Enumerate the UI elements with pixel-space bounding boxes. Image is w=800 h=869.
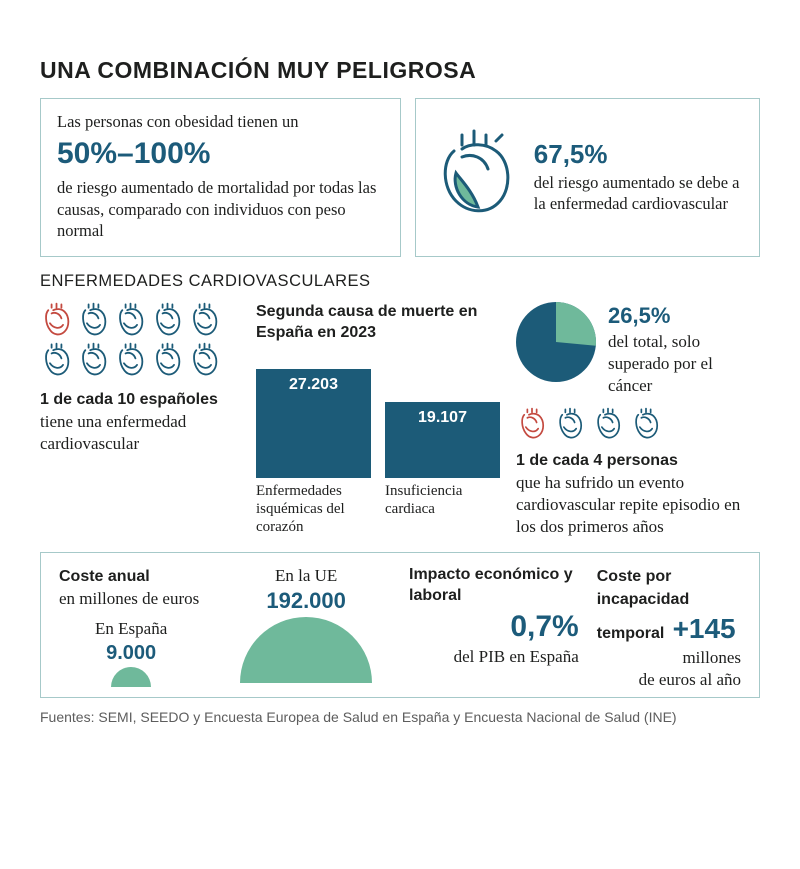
heart-grid-1in10: [40, 302, 230, 378]
cvd-share-box: 67,5% del riesgo aumentado se debe a la …: [415, 98, 760, 257]
heart-icon: [630, 407, 662, 441]
half-moon-spain-icon: [59, 666, 203, 689]
incap-sub1: millones: [597, 647, 741, 669]
heart-icon: [592, 407, 624, 441]
heart-icon: [188, 302, 221, 338]
impact-title: Impacto económico y laboral: [409, 565, 579, 607]
cost-eu-col: En la UE 192.000: [221, 565, 391, 691]
annual-cost-sub: en millones de euros: [59, 588, 203, 610]
heart-row-1in4: [516, 407, 760, 441]
economic-box: Coste anual en millones de euros En Espa…: [40, 552, 760, 698]
gdp-impact-col: Impacto económico y laboral 0,7% del PIB…: [409, 565, 579, 691]
death-cause-col: Segunda causa de muerte en España en 202…: [256, 302, 500, 538]
top-boxes-row: Las personas con obesidad tienen un 50%–…: [40, 98, 760, 257]
one-in-ten-text: tiene una enfermedad cardiovascular: [40, 411, 240, 455]
one-in-ten-bold: 1 de cada 10 españoles: [40, 391, 218, 408]
pie-text: del total, solo superado por el cáncer: [608, 331, 760, 397]
cvd-share-text: del riesgo aumentado se debe a la enferm…: [534, 172, 743, 215]
heart-icon: [114, 302, 147, 338]
heart-icon: [554, 407, 586, 441]
heart-anatomy-icon: [432, 127, 518, 225]
heart-icon: [151, 302, 184, 338]
one-in-ten-col: 1 de cada 10 españoles tiene una enferme…: [40, 302, 240, 538]
eu-value: 192.000: [221, 587, 391, 616]
repeat-bold: 1 de cada 4 personas: [516, 452, 678, 469]
cost-spain-col: Coste anual en millones de euros En Espa…: [59, 565, 203, 691]
heart-icon: [114, 342, 147, 378]
heart-icon: [40, 342, 73, 378]
bar-label-1: Insuficiencia cardiaca: [385, 482, 500, 536]
spain-label: En España: [59, 618, 203, 640]
pie-percent: 26,5%: [608, 303, 670, 328]
sources-footer: Fuentes: SEMI, SEEDO y Encuesta Europea …: [40, 708, 760, 726]
half-moon-eu-icon: [221, 616, 391, 685]
incapacity-col: Coste por incapacidad temporal +145 mill…: [597, 565, 741, 691]
heart-icon: [77, 302, 110, 338]
obesity-stat: 50%–100%: [57, 134, 384, 173]
cardio-row: 1 de cada 10 españoles tiene una enferme…: [40, 302, 760, 538]
cvd-share-stat: 67,5%: [534, 139, 608, 169]
incap-stat: +145: [673, 613, 736, 644]
cardio-heading: ENFERMEDADES CARDIOVASCULARES: [40, 271, 760, 292]
obesity-post-text: de riesgo aumentado de mortalidad por to…: [57, 177, 384, 241]
bars-title: Segunda causa de muerte en España en 202…: [256, 302, 500, 344]
heart-icon: [516, 407, 548, 441]
heart-icon: [40, 302, 73, 338]
repeat-text: que ha sufrido un evento cardiovascular …: [516, 472, 760, 538]
pie-and-repeat-col: 26,5% del total, solo superado por el cá…: [516, 302, 760, 538]
impact-sub: del PIB en España: [409, 646, 579, 668]
death-cause-bars: 27.20319.107: [256, 358, 500, 478]
incap-sub2: de euros al año: [597, 669, 741, 691]
bar: 19.107: [385, 402, 500, 478]
obesity-pre-text: Las personas con obesidad tienen un: [57, 111, 384, 132]
heart-icon: [151, 342, 184, 378]
heart-icon: [77, 342, 110, 378]
bar: 27.203: [256, 369, 371, 478]
obesity-risk-box: Las personas con obesidad tienen un 50%–…: [40, 98, 401, 257]
spain-value: 9.000: [59, 640, 203, 666]
impact-stat: 0,7%: [510, 610, 578, 643]
bar-label-0: Enfermedades isquémicas del corazón: [256, 482, 371, 536]
cancer-pie-chart: [516, 302, 596, 388]
heart-icon: [188, 342, 221, 378]
page-title: UNA COMBINACIÓN MUY PELIGROSA: [40, 56, 760, 86]
annual-cost-title: Coste anual: [59, 568, 150, 585]
eu-label: En la UE: [221, 565, 391, 587]
